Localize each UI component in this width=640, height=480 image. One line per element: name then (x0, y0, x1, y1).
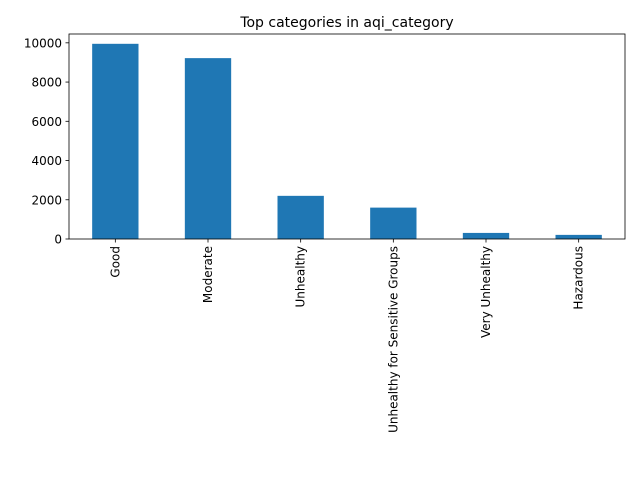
x-tick-label: Very Unhealthy (479, 246, 493, 338)
y-tick-label: 0 (54, 233, 62, 247)
chart-title: Top categories in aqi_category (239, 15, 453, 31)
bar-very-unhealthy (462, 232, 510, 239)
y-tick-label: 6000 (31, 115, 62, 129)
bar-unhealthy-for-sensitive-groups (370, 207, 417, 239)
x-tick-label: Unhealthy (294, 246, 308, 307)
bar-unhealthy (277, 195, 324, 239)
x-axis: Good Moderate Unhealthy Unhealthy for Sensi… (108, 239, 586, 433)
y-tick-label: 2000 (31, 193, 62, 207)
bar-good (92, 43, 139, 240)
bar-moderate (184, 58, 232, 240)
x-tick-label: Hazardous (572, 246, 586, 310)
y-tick-label: 4000 (31, 154, 62, 168)
y-tick-label: 8000 (31, 76, 62, 90)
x-tick-label: Good (108, 246, 122, 278)
plot-frame (68, 33, 626, 240)
y-tick-label: 10000 (24, 36, 62, 50)
bars-group (92, 43, 602, 240)
bar-hazardous (555, 234, 602, 239)
y-axis: 0 2000 4000 6000 8000 10000 (24, 36, 69, 247)
x-tick-label: Moderate (201, 246, 215, 303)
x-tick-label: Unhealthy for Sensitive Groups (386, 246, 400, 433)
